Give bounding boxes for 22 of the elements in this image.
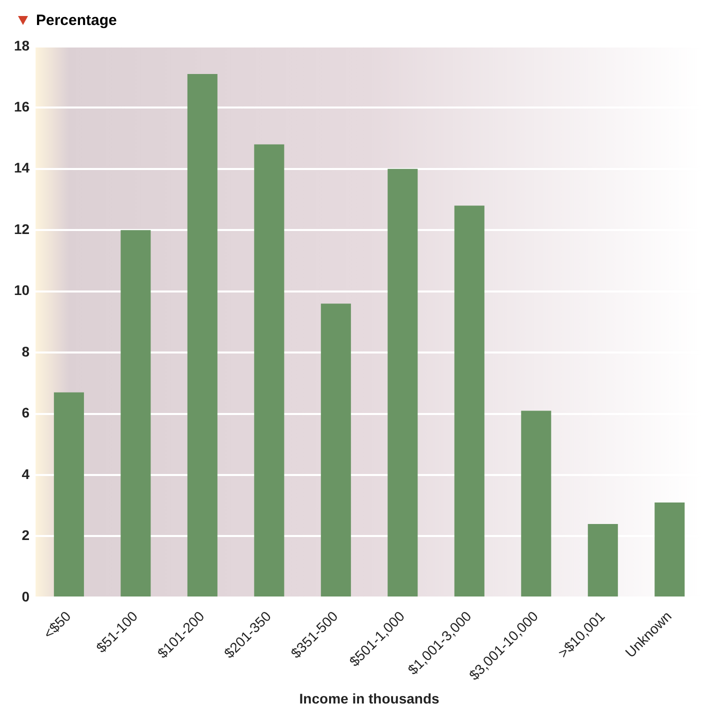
bar xyxy=(54,392,84,596)
x-axis-title: Income in thousands xyxy=(299,690,440,706)
y-tick-label: 12 xyxy=(14,220,30,237)
bar xyxy=(521,410,552,596)
y-tick-label: 18 xyxy=(14,37,30,54)
y-tick-label: 14 xyxy=(14,160,30,176)
bar xyxy=(654,502,685,596)
y-tick-label: 8 xyxy=(22,343,30,360)
y-axis-title: Percentage xyxy=(36,12,117,28)
y-tick-label: 16 xyxy=(14,98,30,114)
bar xyxy=(320,304,351,596)
bar xyxy=(120,230,151,596)
bar xyxy=(187,74,218,596)
y-tick-label: 10 xyxy=(14,282,30,298)
bar xyxy=(588,524,618,596)
y-tick-label: 0 xyxy=(22,588,30,604)
y-tick-label: 6 xyxy=(22,404,30,421)
y-tick-label: 2 xyxy=(22,527,30,544)
y-tick-label: 4 xyxy=(22,466,30,482)
bar xyxy=(254,144,284,596)
bar xyxy=(388,168,418,596)
bar xyxy=(454,206,484,596)
